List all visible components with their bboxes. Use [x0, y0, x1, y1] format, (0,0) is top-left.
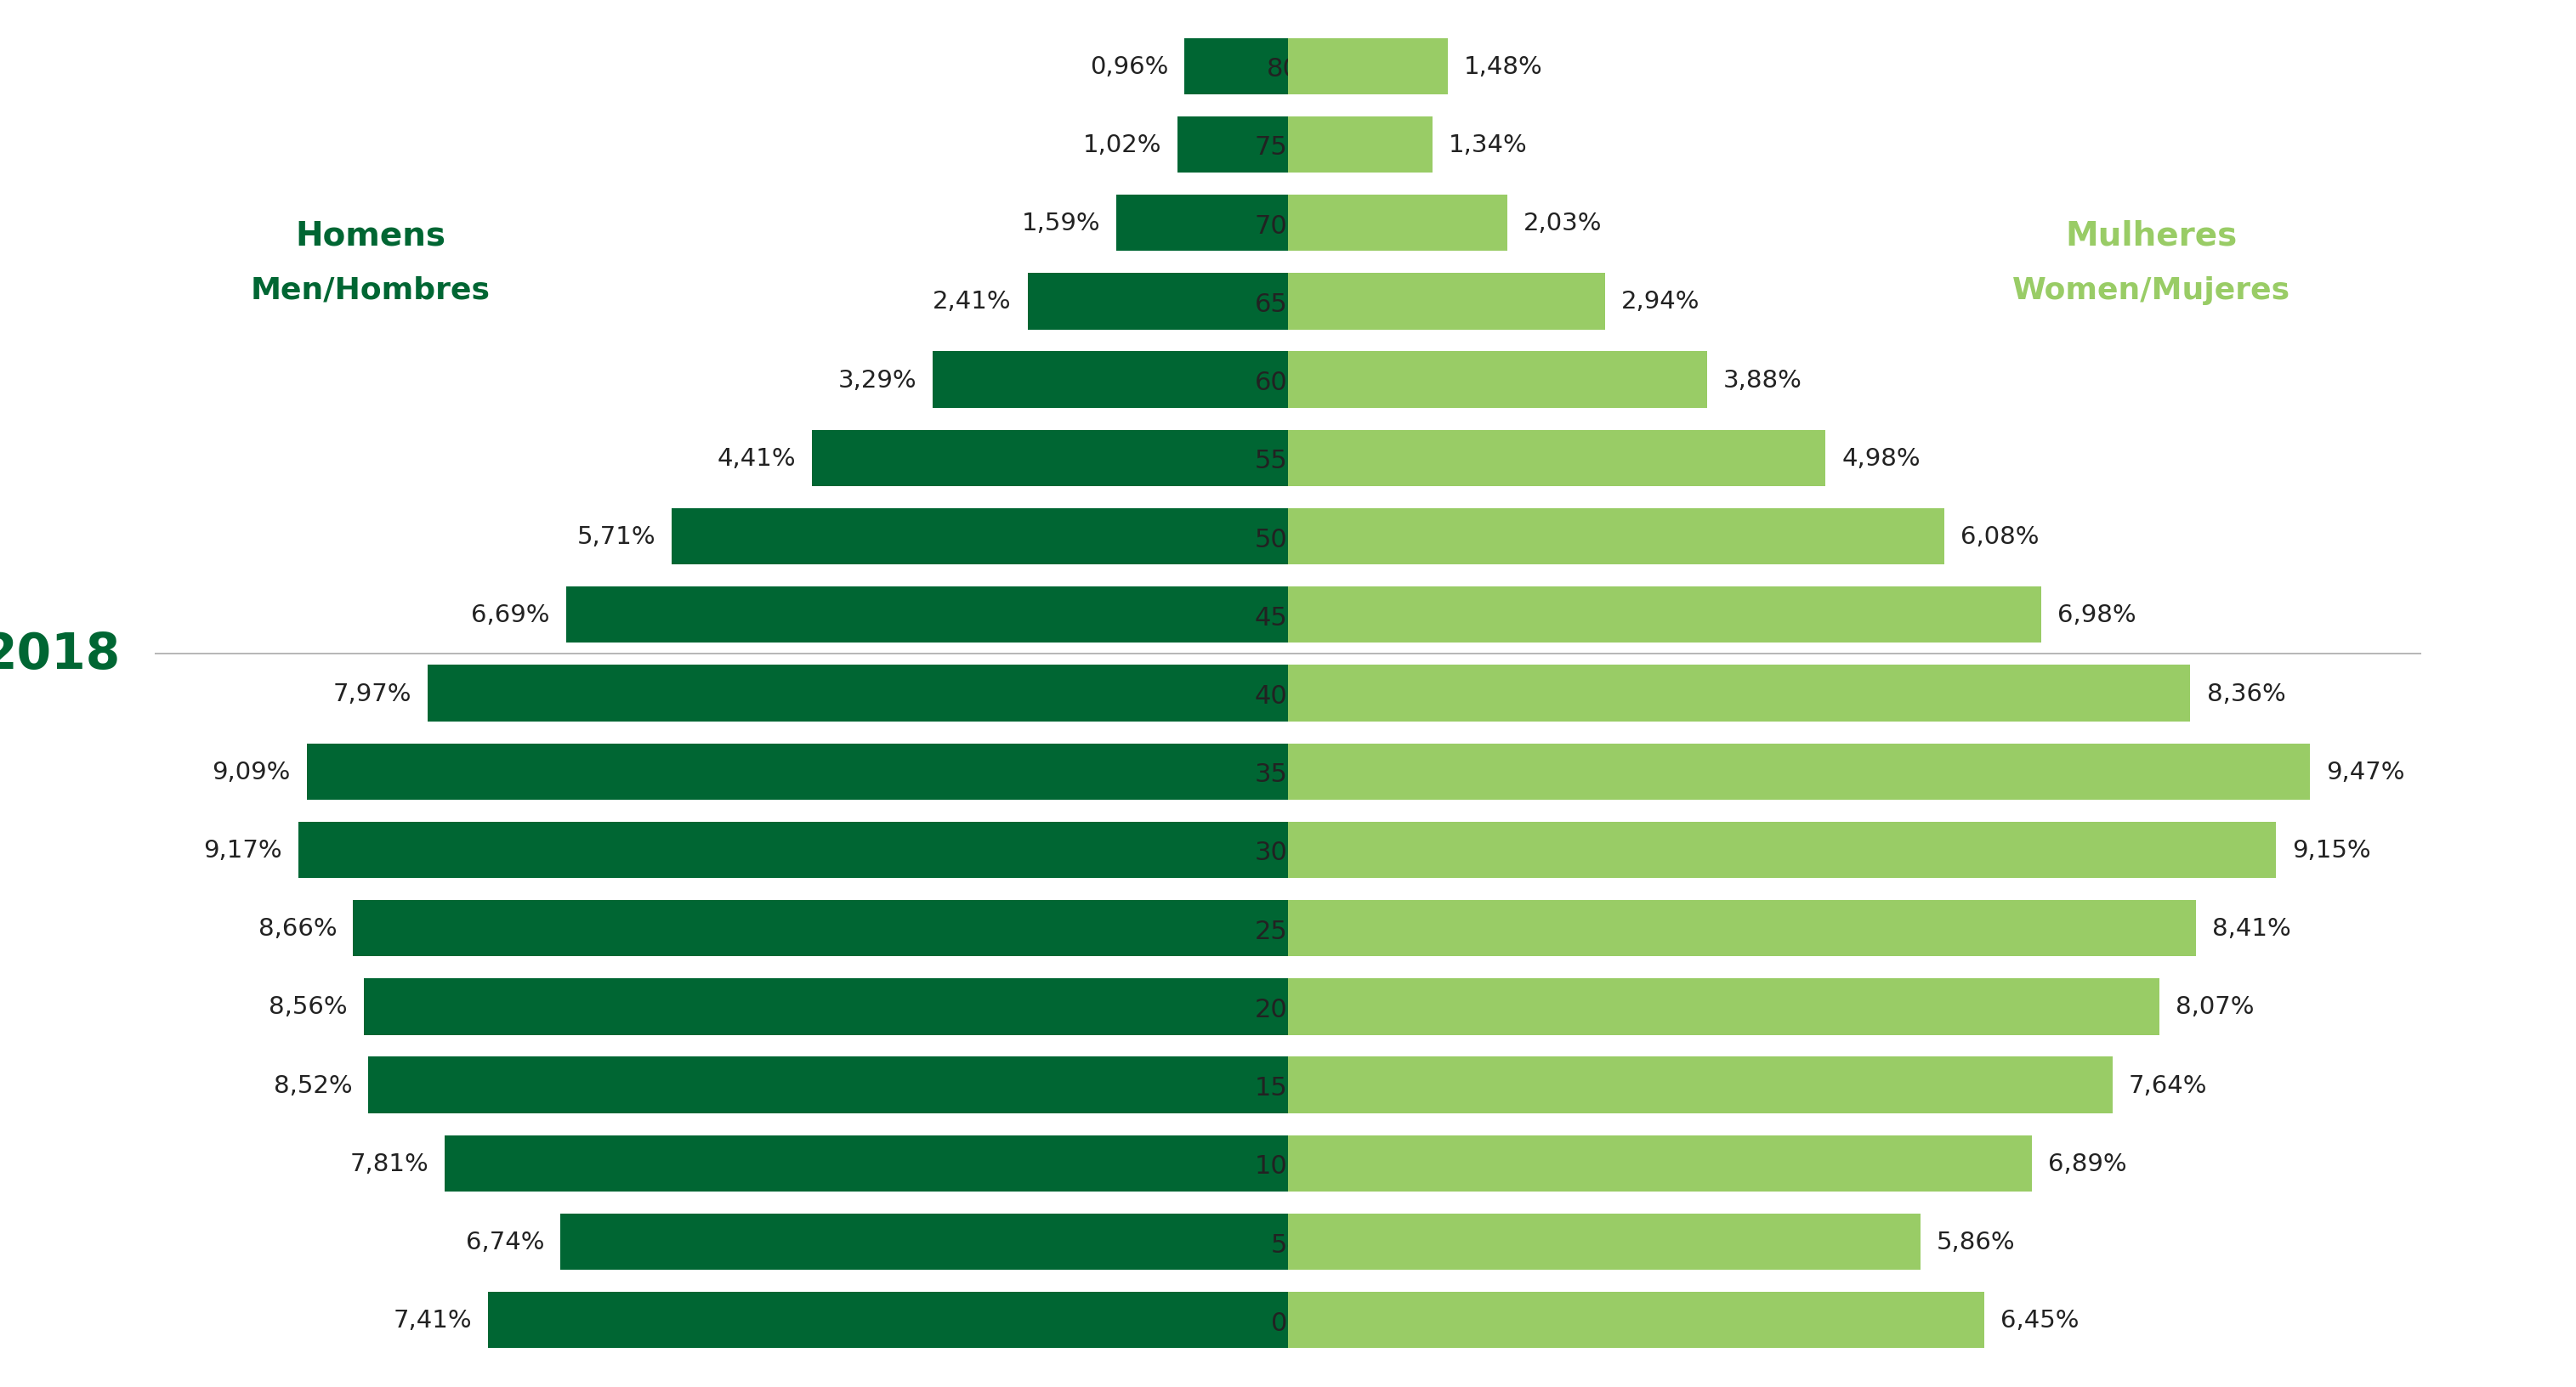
Text: 5,71%: 5,71%: [577, 524, 654, 549]
Bar: [562, 1214, 1288, 1270]
Text: 9,47%: 9,47%: [2326, 760, 2406, 784]
Bar: [1185, 39, 1288, 96]
Bar: [368, 1057, 1288, 1114]
Text: 6,74%: 6,74%: [466, 1230, 544, 1254]
Text: 8,07%: 8,07%: [2174, 994, 2254, 1018]
Bar: [1288, 117, 1432, 173]
Bar: [1288, 196, 1507, 252]
Text: 8,56%: 8,56%: [268, 994, 348, 1018]
Text: 0,96%: 0,96%: [1090, 55, 1167, 79]
Bar: [1288, 979, 2159, 1035]
Text: 8,36%: 8,36%: [2208, 681, 2285, 706]
Bar: [1288, 273, 1605, 330]
Text: 7,64%: 7,64%: [2128, 1074, 2208, 1097]
Bar: [299, 822, 1288, 878]
Text: 2,03%: 2,03%: [1522, 212, 1602, 236]
Text: 8,41%: 8,41%: [2213, 917, 2290, 940]
Bar: [1288, 39, 1448, 96]
Bar: [567, 587, 1288, 644]
Text: 6,69%: 6,69%: [471, 603, 549, 627]
Text: 6,45%: 6,45%: [2002, 1308, 2079, 1332]
Text: 8,66%: 8,66%: [258, 917, 337, 940]
Text: 4,98%: 4,98%: [1842, 447, 1922, 470]
Bar: [811, 430, 1288, 487]
Bar: [1288, 743, 2311, 800]
Bar: [363, 979, 1288, 1035]
Text: 7,97%: 7,97%: [332, 681, 412, 706]
Bar: [1115, 196, 1288, 252]
Text: 8,52%: 8,52%: [273, 1074, 353, 1097]
Text: 6,89%: 6,89%: [2048, 1151, 2128, 1175]
Bar: [1177, 117, 1288, 173]
Text: 2,94%: 2,94%: [1620, 290, 1700, 313]
Bar: [1288, 900, 2195, 957]
Bar: [1288, 587, 2040, 644]
Text: 2018: 2018: [0, 630, 121, 678]
Text: 9,17%: 9,17%: [204, 838, 281, 863]
Bar: [446, 1135, 1288, 1191]
Bar: [307, 743, 1288, 800]
Bar: [1288, 822, 2275, 878]
Text: 9,15%: 9,15%: [2293, 838, 2370, 863]
Text: 1,48%: 1,48%: [1463, 55, 1543, 79]
Bar: [1288, 430, 1826, 487]
Text: 7,81%: 7,81%: [350, 1151, 428, 1175]
Text: 9,09%: 9,09%: [211, 760, 291, 784]
Bar: [1288, 1057, 2112, 1114]
Bar: [1288, 352, 1708, 408]
Text: 2,41%: 2,41%: [933, 290, 1012, 313]
Text: 1,34%: 1,34%: [1448, 133, 1528, 157]
Text: Women/Mujeres: Women/Mujeres: [2012, 276, 2290, 305]
Text: 6,08%: 6,08%: [1960, 524, 2040, 549]
Text: 7,41%: 7,41%: [394, 1308, 471, 1332]
Bar: [1288, 666, 2190, 721]
Bar: [1288, 1135, 2032, 1191]
Bar: [933, 352, 1288, 408]
Text: 3,29%: 3,29%: [837, 369, 917, 393]
Text: Homens: Homens: [296, 219, 446, 251]
Bar: [1288, 1214, 1922, 1270]
Bar: [353, 900, 1288, 957]
Bar: [428, 666, 1288, 721]
Text: 1,02%: 1,02%: [1082, 133, 1162, 157]
Text: 1,59%: 1,59%: [1023, 212, 1100, 236]
Bar: [1028, 273, 1288, 330]
Text: 4,41%: 4,41%: [716, 447, 796, 470]
Text: 5,86%: 5,86%: [1937, 1230, 2014, 1254]
Text: Men/Hombres: Men/Hombres: [250, 276, 489, 305]
Text: 3,88%: 3,88%: [1723, 369, 1803, 393]
Text: 6,98%: 6,98%: [2058, 603, 2136, 627]
Bar: [1288, 509, 1945, 565]
Bar: [1288, 1291, 1984, 1348]
Bar: [487, 1291, 1288, 1348]
Text: Mulheres: Mulheres: [2066, 219, 2239, 251]
Bar: [672, 509, 1288, 565]
